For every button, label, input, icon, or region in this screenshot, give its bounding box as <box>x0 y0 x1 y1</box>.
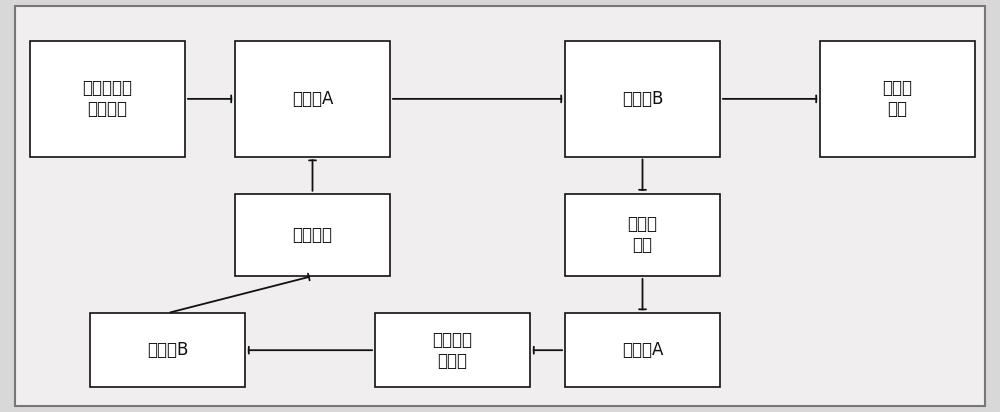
Text: 分束器A: 分束器A <box>292 90 333 108</box>
Text: 分束器B: 分束器B <box>622 90 663 108</box>
FancyBboxPatch shape <box>565 194 720 276</box>
FancyBboxPatch shape <box>30 41 185 157</box>
Text: 垂直腔面发
射激光器: 垂直腔面发 射激光器 <box>82 80 132 118</box>
FancyBboxPatch shape <box>15 6 985 406</box>
Text: 可调偏
振片: 可调偏 振片 <box>628 215 658 254</box>
FancyBboxPatch shape <box>565 313 720 387</box>
FancyBboxPatch shape <box>820 41 975 157</box>
FancyBboxPatch shape <box>235 194 390 276</box>
Text: 光电探
测器: 光电探 测器 <box>883 80 912 118</box>
FancyBboxPatch shape <box>375 313 530 387</box>
FancyBboxPatch shape <box>235 41 390 157</box>
FancyBboxPatch shape <box>90 313 245 387</box>
Text: 光隔离器: 光隔离器 <box>292 226 332 244</box>
Text: 平面镜A: 平面镜A <box>622 341 663 359</box>
Text: 平面镜B: 平面镜B <box>147 341 188 359</box>
FancyBboxPatch shape <box>565 41 720 157</box>
Text: 中性密度
滤波器: 中性密度 滤波器 <box>432 331 473 370</box>
